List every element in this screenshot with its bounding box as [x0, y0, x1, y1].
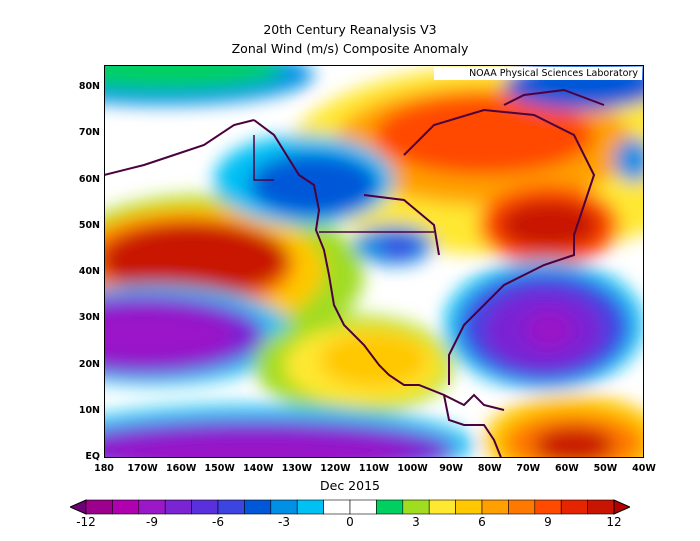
lat-tick-label: 50N — [78, 219, 100, 231]
lon-tick-label: 170W — [127, 463, 158, 474]
colorbar-swatch — [217, 499, 245, 515]
colorbar-swatch — [534, 499, 562, 515]
colorbar-tick-label: -12 — [76, 515, 96, 529]
lon-tick-label: 100W — [397, 463, 428, 474]
colorbar — [70, 499, 630, 515]
colorbar-over-arrow — [613, 499, 630, 515]
colorbar-swatch — [270, 499, 298, 515]
colorbar-swatch — [164, 499, 192, 515]
colorbar-swatch — [85, 499, 113, 515]
lon-tick-label: 120W — [320, 463, 351, 474]
colorbar-tick-label: 6 — [478, 515, 486, 529]
colorbar-tick-label: -3 — [278, 515, 290, 529]
anomaly-map — [104, 65, 644, 458]
credit-label: NOAA Physical Sciences Laboratory — [434, 67, 642, 80]
date-label: Dec 2015 — [320, 478, 380, 493]
colorbar-under-arrow — [70, 499, 87, 515]
colorbar-swatch — [402, 499, 430, 515]
map-title: 20th Century Reanalysis V3 — [263, 22, 437, 37]
colorbar-swatch — [481, 499, 509, 515]
colorbar-tick-label: -6 — [212, 515, 224, 529]
state-borders — [253, 135, 434, 233]
lat-tick-label: 10N — [78, 404, 100, 416]
map-subtitle: Zonal Wind (m/s) Composite Anomaly — [231, 41, 469, 56]
colorbar-swatch — [323, 499, 351, 515]
colorbar-swatch — [138, 499, 166, 515]
colorbar-swatch — [296, 499, 324, 515]
lon-tick-label: 70W — [516, 463, 541, 474]
colorbar-swatch — [508, 499, 536, 515]
lon-tick-label: 80W — [477, 463, 502, 474]
lon-tick-label: 140W — [243, 463, 274, 474]
colorbar-swatch — [455, 499, 483, 515]
colorbar-swatch — [349, 499, 377, 515]
lat-tick-label: 30N — [78, 312, 100, 324]
lon-tick-label: 90W — [439, 463, 463, 474]
colorbar-tick-label: 3 — [412, 515, 420, 529]
colorbar-swatch — [112, 499, 140, 515]
lat-tick-label: 40N — [78, 266, 100, 278]
colorbar-swatch — [376, 499, 404, 515]
colorbar-tick-label: 0 — [346, 515, 354, 529]
coastlines — [104, 88, 605, 458]
lat-tick-label: EQ — [85, 451, 100, 462]
colorbar-tick-label: 9 — [544, 515, 552, 529]
lon-tick-label: 150W — [204, 463, 235, 474]
colorbar-swatch — [428, 499, 456, 515]
colorbar-swatch — [244, 499, 272, 515]
lat-tick-label: 80N — [78, 81, 100, 93]
colorbar-tick-label: 12 — [606, 515, 622, 529]
lat-tick-label: 20N — [78, 358, 100, 370]
colorbar-tick-label: -9 — [146, 515, 158, 529]
lon-tick-label: 40W — [632, 463, 656, 474]
lon-tick-label: 110W — [358, 463, 390, 474]
wind-anomaly-field — [104, 65, 644, 458]
lon-tick-label: 130W — [281, 463, 312, 474]
colorbar-swatch — [560, 499, 588, 515]
lon-tick-label: 50W — [593, 463, 618, 474]
colorbar-swatch — [191, 499, 219, 515]
lon-tick-label: 160W — [165, 463, 197, 474]
lon-tick-label: 60W — [554, 463, 579, 474]
lat-tick-label: 70N — [78, 127, 100, 139]
colorbar-swatch — [587, 499, 615, 515]
lon-tick-label: 180 — [94, 463, 114, 474]
lat-tick-label: 60N — [78, 173, 100, 185]
